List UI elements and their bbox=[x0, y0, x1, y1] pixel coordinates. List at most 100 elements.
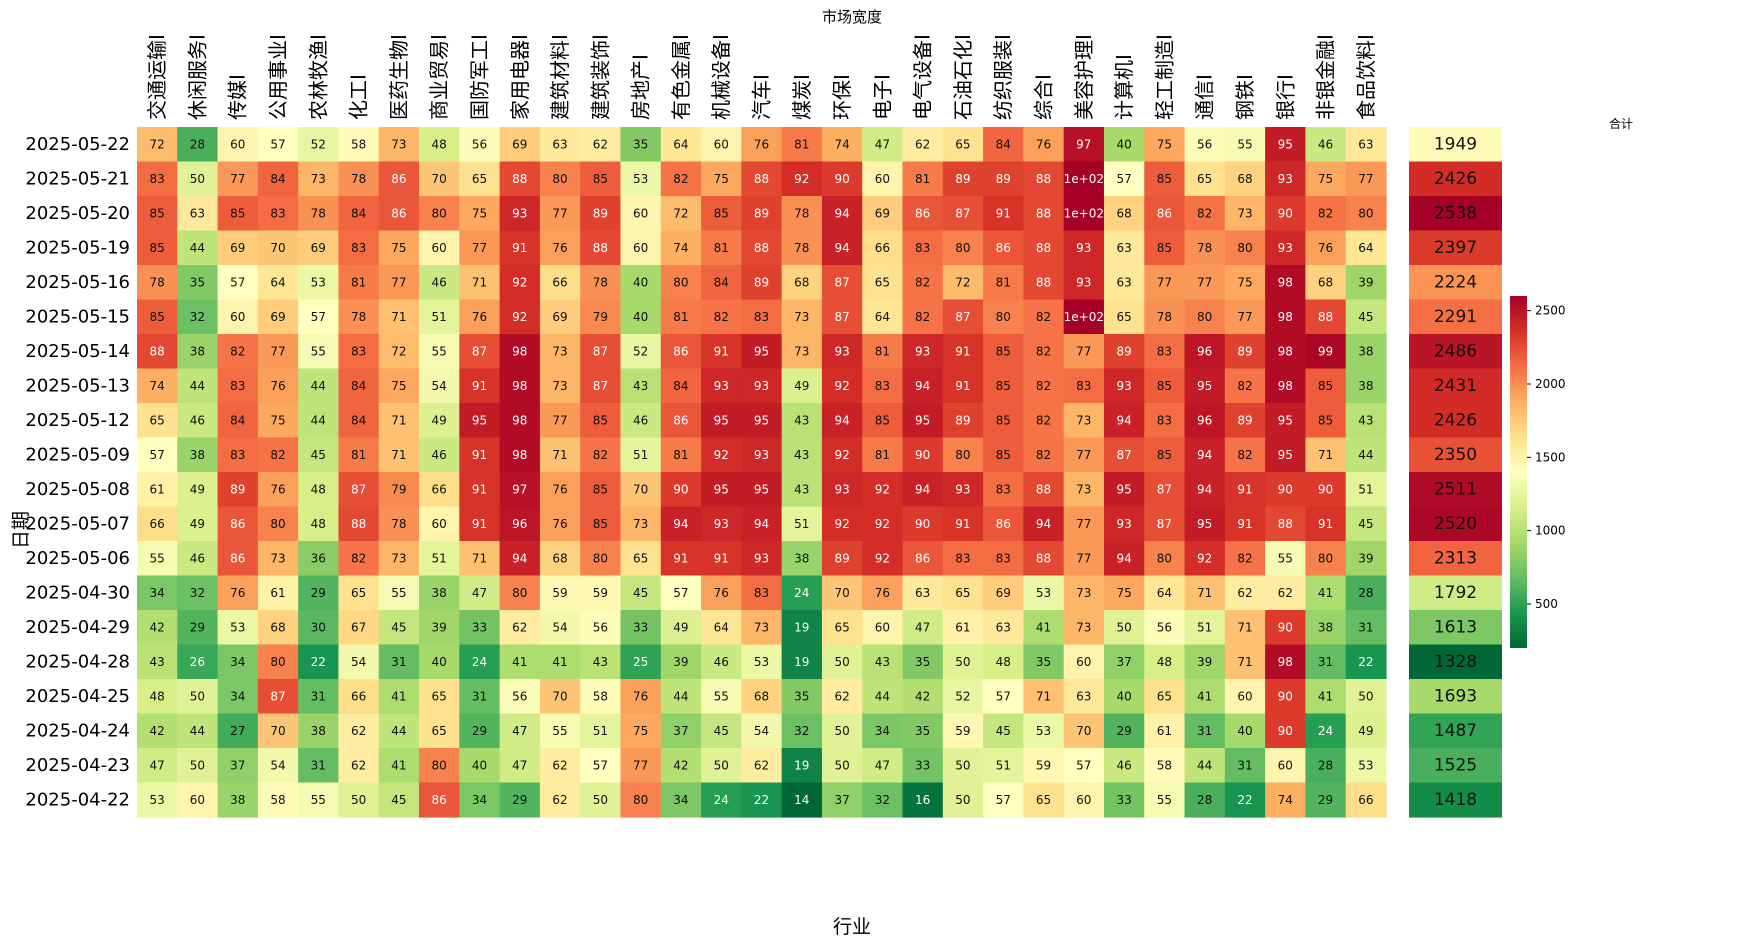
heatmap-cell bbox=[338, 679, 380, 715]
cell-value: 75 bbox=[1116, 586, 1131, 600]
cell-value: 67 bbox=[351, 620, 366, 634]
cell-value: 59 bbox=[552, 586, 567, 600]
cell-value: 78 bbox=[391, 517, 406, 531]
cell-value: 57 bbox=[673, 586, 688, 600]
heatmap-cell bbox=[1305, 368, 1347, 404]
cell-value: 72 bbox=[673, 206, 688, 220]
heatmap-cell bbox=[177, 644, 219, 680]
cell-value: 47 bbox=[915, 620, 930, 634]
cell-value: 62 bbox=[351, 724, 366, 738]
cell-value: 89 bbox=[1237, 413, 1252, 427]
cell-value: 69 bbox=[552, 310, 567, 324]
heatmap-cell bbox=[1103, 196, 1145, 232]
x-axis-title: 行业 bbox=[833, 916, 871, 938]
total-cell bbox=[1409, 472, 1502, 508]
cell-value: 74 bbox=[673, 241, 688, 255]
column-label: 传媒Ⅰ bbox=[226, 74, 250, 120]
heatmap-cell bbox=[902, 368, 944, 404]
heatmap-cell bbox=[177, 230, 219, 266]
total-value: 2426 bbox=[1434, 410, 1477, 430]
heatmap-cell bbox=[539, 679, 581, 715]
heatmap-cell bbox=[137, 299, 178, 335]
heatmap-cell bbox=[419, 541, 460, 577]
heatmap-cell bbox=[1023, 368, 1065, 404]
cell-value: 46 bbox=[1116, 758, 1131, 772]
heatmap-cell bbox=[942, 506, 984, 542]
row-label: 2025-05-15 bbox=[25, 306, 130, 327]
heatmap-cell bbox=[539, 782, 581, 818]
heatmap-cell bbox=[1144, 679, 1186, 715]
heatmap-cell bbox=[620, 230, 662, 266]
cell-value: 50 bbox=[955, 655, 970, 669]
heatmap-cell bbox=[902, 403, 944, 439]
heatmap-cell bbox=[338, 472, 380, 508]
heatmap-cell bbox=[419, 575, 460, 611]
colorbar: 500 1000 1500 2000 2500 bbox=[1510, 296, 1566, 648]
column-label: 农林牧渔Ⅰ bbox=[306, 34, 330, 120]
heatmap-cell bbox=[298, 230, 340, 266]
cell-value: 92 bbox=[834, 379, 849, 393]
heatmap-cell bbox=[1103, 575, 1145, 611]
cell-value: 75 bbox=[714, 172, 729, 186]
cell-value: 93 bbox=[714, 517, 729, 531]
heatmap-cell bbox=[499, 610, 541, 646]
cell-value: 58 bbox=[351, 137, 366, 151]
total-cell bbox=[1409, 230, 1502, 266]
cell-value: 80 bbox=[1197, 310, 1212, 324]
heatmap-cell bbox=[580, 127, 622, 163]
cell-value: 34 bbox=[150, 586, 165, 600]
cell-value: 40 bbox=[432, 655, 447, 669]
heatmap-cell bbox=[1224, 610, 1266, 646]
cell-value: 85 bbox=[150, 310, 165, 324]
total-cell bbox=[1409, 713, 1502, 749]
cell-value: 78 bbox=[150, 275, 165, 289]
heatmap-cell bbox=[942, 334, 984, 370]
heatmap-cell bbox=[660, 161, 702, 197]
cell-value: 76 bbox=[754, 137, 769, 151]
heatmap-cell bbox=[741, 541, 783, 577]
cell-value: 78 bbox=[351, 310, 366, 324]
heatmap-cell bbox=[1144, 748, 1186, 784]
cell-value: 54 bbox=[270, 758, 285, 772]
cell-value: 37 bbox=[1116, 655, 1131, 669]
heatmap-cell bbox=[1305, 334, 1347, 370]
cell-value: 59 bbox=[1036, 758, 1051, 772]
cell-value: 50 bbox=[190, 689, 205, 703]
cell-value: 95 bbox=[1197, 517, 1212, 531]
cell-value: 32 bbox=[190, 310, 205, 324]
cell-value: 83 bbox=[150, 172, 165, 186]
heatmap-cell bbox=[983, 127, 1024, 163]
heatmap-cell bbox=[338, 437, 380, 473]
cell-value: 55 bbox=[391, 586, 406, 600]
total-value: 1613 bbox=[1434, 617, 1477, 637]
heatmap-cell bbox=[902, 334, 944, 370]
cell-value: 86 bbox=[230, 517, 245, 531]
heatmap-cell bbox=[378, 575, 420, 611]
heatmap-cell bbox=[378, 127, 420, 163]
cell-value: 76 bbox=[472, 310, 487, 324]
cell-value: 73 bbox=[1237, 206, 1252, 220]
heatmap-cell bbox=[177, 472, 219, 508]
heatmap-cell bbox=[338, 610, 380, 646]
cell-value: 80 bbox=[955, 241, 970, 255]
cell-value: 95 bbox=[714, 413, 729, 427]
total-column: 1949 2426 2538 2397 2224 2291 2486 2431 2426 2350… bbox=[1409, 127, 1502, 818]
cell-value: 53 bbox=[754, 655, 769, 669]
heatmap-cell bbox=[942, 782, 984, 818]
cell-value: 94 bbox=[754, 517, 769, 531]
heatmap-cell bbox=[1345, 368, 1387, 404]
cell-value: 88 bbox=[351, 517, 366, 531]
cell-value: 56 bbox=[1157, 620, 1172, 634]
heatmap-cell bbox=[660, 127, 702, 163]
heatmap-cell bbox=[1023, 679, 1065, 715]
cell-value: 80 bbox=[633, 793, 648, 807]
heatmap-cell bbox=[701, 230, 742, 266]
heatmap-cell bbox=[1265, 610, 1307, 646]
cell-value: 94 bbox=[834, 241, 849, 255]
cell-value: 44 bbox=[875, 689, 890, 703]
cell-value: 71 bbox=[472, 551, 487, 565]
heatmap-cell bbox=[1224, 679, 1266, 715]
heatmap-cell bbox=[298, 506, 340, 542]
heatmap-cell bbox=[862, 230, 904, 266]
heatmap-cell bbox=[620, 368, 662, 404]
